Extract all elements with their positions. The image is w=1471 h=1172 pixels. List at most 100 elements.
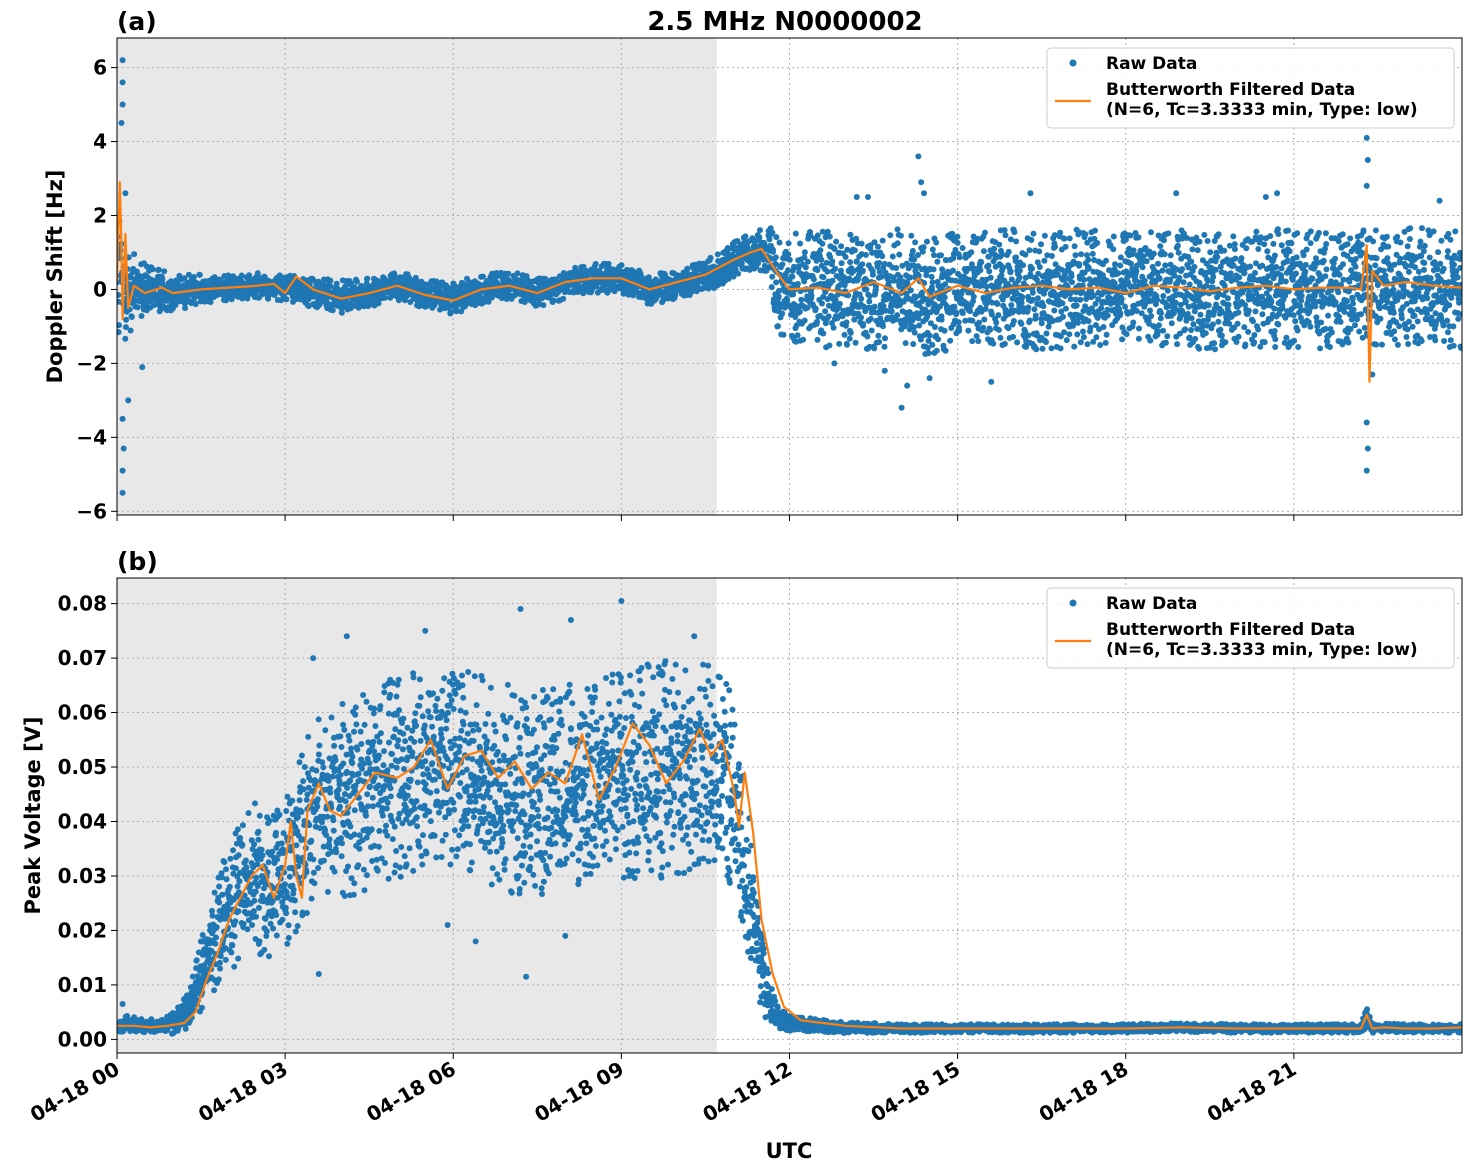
raw-data-point [1294,327,1301,334]
raw-data-point [154,279,161,286]
raw-data-point [1247,263,1254,270]
raw-data-point [480,273,486,280]
raw-data-point [1088,305,1095,312]
raw-data-point [843,319,850,326]
raw-data-point [1085,265,1092,272]
raw-data-point [1232,255,1239,262]
raw-data-point [924,345,931,351]
raw-data-point [779,310,786,317]
raw-data-point [1060,313,1066,320]
raw-data-point [1328,329,1335,336]
raw-data-point [1245,307,1252,314]
raw-data-point [820,293,827,300]
raw-data-point [1156,275,1163,282]
raw-data-point [796,308,803,315]
raw-data-point [1117,310,1124,317]
raw-data-point [447,309,454,316]
raw-data-point [810,276,817,283]
raw-data-point [1058,308,1065,315]
raw-data-point [1051,232,1058,239]
raw-data-point [968,261,975,268]
raw-data-point [1160,327,1167,334]
raw-data-point [982,229,988,236]
raw-data-point [1238,255,1245,262]
raw-data-point [1061,235,1068,242]
raw-data-point [915,315,922,322]
raw-data-point [993,319,1000,326]
raw-data-point [1377,315,1384,322]
raw-data-point [1133,267,1140,274]
raw-data-point [881,343,888,350]
raw-data-point [881,260,888,267]
raw-data-point [909,247,916,254]
raw-data-point [1087,324,1094,331]
raw-data-point [792,230,799,237]
raw-data-point [1267,233,1274,240]
raw-data-point [1072,252,1079,259]
raw-data-point [1016,267,1023,274]
raw-data-point [880,323,886,330]
raw-data-point [1185,264,1192,271]
raw-data-point [1013,238,1020,245]
raw-data-point [1214,254,1221,261]
raw-data-point [1112,261,1118,268]
raw-data-point [1171,272,1178,279]
raw-data-point [931,252,937,259]
raw-data-point [1110,246,1117,253]
raw-data-point [1268,298,1275,305]
raw-data-point [819,240,826,247]
raw-data-point [1122,303,1129,310]
raw-data-point [1220,292,1227,299]
raw-data-point [1018,320,1025,327]
raw-data-point [1029,289,1036,296]
raw-data-point [1135,234,1142,241]
raw-data-point [1091,235,1098,242]
raw-data-point [846,277,853,284]
raw-data-point [908,232,915,239]
raw-data-point [714,251,721,258]
raw-data-point [122,324,129,331]
raw-data-point [786,278,793,285]
raw-data-point [876,260,883,266]
raw-data-point [1192,335,1199,342]
raw-data-point [989,299,995,306]
raw-data-point [851,316,858,323]
raw-data-point [829,258,836,265]
raw-data-point [812,305,819,312]
raw-data-point [684,265,691,272]
raw-data-point [1325,312,1332,319]
raw-data-point [1243,245,1250,252]
raw-data-point [813,257,820,264]
raw-data-point [1275,231,1282,237]
raw-data-point [1048,345,1055,352]
raw-data-point [1188,258,1195,265]
raw-data-point [1397,239,1404,246]
raw-data-point [1286,248,1293,255]
raw-data-point [838,243,845,250]
raw-data-point [925,350,932,357]
raw-data-point [1352,263,1359,270]
raw-data-point [134,304,141,311]
raw-data-point [161,268,168,275]
raw-data-point [1271,328,1278,334]
raw-data-point [338,309,345,316]
raw-data-point [1344,241,1351,248]
raw-data-point [672,291,679,298]
raw-data-point [817,247,824,254]
raw-data-point [1155,328,1162,335]
raw-data-point [844,341,850,348]
raw-data-point [1288,240,1295,247]
raw-data-point [995,312,1002,319]
raw-data-point [911,329,918,336]
raw-data-point [897,232,904,239]
raw-data-point [1191,263,1198,270]
raw-data-point [1090,338,1097,345]
raw-data-point [1049,318,1056,324]
raw-data-point [1159,267,1166,274]
raw-data-point [1126,245,1133,252]
raw-data-point [1227,270,1234,277]
raw-data-point [1379,341,1385,348]
raw-data-point [797,240,804,247]
raw-data-point [910,262,917,269]
